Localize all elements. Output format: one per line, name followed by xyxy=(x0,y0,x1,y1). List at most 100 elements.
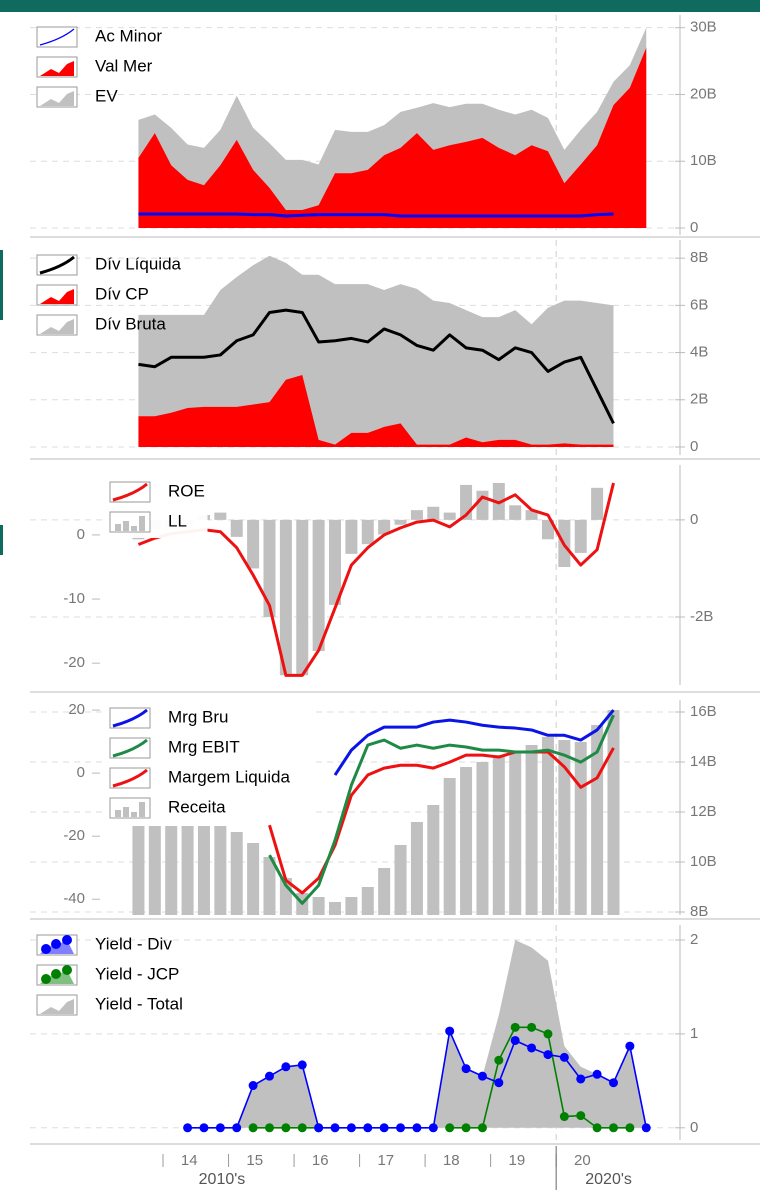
y2-tick-label: 8B xyxy=(690,903,708,920)
bar xyxy=(443,778,456,915)
point xyxy=(363,1123,373,1133)
legend-label: Yield - JCP xyxy=(95,964,179,983)
point xyxy=(445,1026,455,1036)
bar xyxy=(541,519,554,540)
legend-icon xyxy=(62,935,72,945)
y2-tick-label: 10B xyxy=(690,152,717,169)
decade-label: 2020's xyxy=(585,1171,632,1188)
legend-icon xyxy=(131,526,137,531)
legend-label: Dív CP xyxy=(95,284,149,303)
point xyxy=(576,1074,586,1084)
point xyxy=(625,1041,635,1051)
x-tick-label: 18 xyxy=(443,1152,460,1169)
y2-tick-label: 12B xyxy=(690,803,717,820)
point xyxy=(183,1123,193,1133)
point xyxy=(264,1071,274,1081)
area xyxy=(187,940,647,1128)
legend-label: Dív Bruta xyxy=(95,314,166,333)
bar xyxy=(410,510,423,520)
point xyxy=(477,1071,487,1081)
bar xyxy=(296,519,309,676)
line xyxy=(137,482,615,677)
bar xyxy=(378,519,391,535)
bar xyxy=(541,737,554,915)
point xyxy=(543,1050,553,1060)
point xyxy=(461,1064,471,1074)
y-tick-label: -40 xyxy=(63,890,85,907)
bar xyxy=(509,505,522,520)
line xyxy=(138,308,615,425)
side-marker xyxy=(0,525,3,555)
bar xyxy=(165,826,178,915)
x-tick-label: 20 xyxy=(574,1152,591,1169)
legend-icon xyxy=(62,965,72,975)
y2-tick-label: 16B xyxy=(690,703,717,720)
bar xyxy=(443,512,456,520)
legend-icon xyxy=(112,768,148,788)
bar xyxy=(148,826,161,915)
bar xyxy=(591,487,604,520)
legend-icon xyxy=(112,708,148,728)
legend-icon xyxy=(39,28,75,46)
point xyxy=(281,1062,291,1072)
legend-label: Yield - Total xyxy=(95,994,183,1013)
point xyxy=(248,1123,258,1133)
point xyxy=(527,1043,537,1053)
bar xyxy=(230,519,243,537)
y2-tick-label: 10B xyxy=(690,853,717,870)
legend-icon xyxy=(40,61,74,76)
bar xyxy=(214,826,227,915)
line xyxy=(138,212,614,218)
y2-tick-label: 8B xyxy=(690,249,708,266)
bar xyxy=(607,710,620,915)
legend-icon xyxy=(115,524,121,531)
point xyxy=(428,1123,438,1133)
point xyxy=(608,1078,618,1088)
bar xyxy=(476,490,489,520)
header-bar xyxy=(0,0,760,12)
bar xyxy=(197,826,210,915)
panel: 0 10B 20B 30B Ac Minor Val Mer EV xyxy=(30,15,717,236)
bar xyxy=(394,845,407,915)
legend-icon xyxy=(139,802,145,817)
bar xyxy=(214,512,227,520)
bar xyxy=(279,519,292,676)
bar xyxy=(410,822,423,915)
y-tick-label: 20 xyxy=(68,701,85,718)
y-tick-label: 0 xyxy=(77,764,85,781)
bar xyxy=(312,519,325,652)
legend-label: Yield - Div xyxy=(95,934,172,953)
legend-icon xyxy=(139,516,145,531)
area xyxy=(138,255,614,447)
y-tick-label: 0 xyxy=(77,526,85,543)
legend-label: EV xyxy=(95,86,118,105)
legend-icon xyxy=(112,482,148,502)
bar xyxy=(378,868,391,915)
y2-tick-label: 0 xyxy=(690,219,698,236)
area xyxy=(138,47,647,228)
bar xyxy=(345,519,358,554)
bar xyxy=(263,857,276,915)
bar xyxy=(427,805,440,915)
point xyxy=(477,1123,487,1133)
y2-tick-label: 14B xyxy=(690,753,717,770)
x-tick-label: 15 xyxy=(246,1152,263,1169)
point xyxy=(527,1022,537,1032)
point xyxy=(576,1111,586,1121)
point xyxy=(314,1123,324,1133)
y2-tick-label: 4B xyxy=(690,344,708,361)
point xyxy=(445,1123,455,1133)
bar xyxy=(329,902,342,915)
bar xyxy=(492,755,505,915)
panel: 0 2B 4B 6B 8B Dív Líquida Dív CP Dív Bruta xyxy=(30,240,708,455)
y2-tick-label: 0 xyxy=(690,511,698,528)
point xyxy=(264,1123,274,1133)
y2-tick-label: 2B xyxy=(690,391,708,408)
legend-icon-frame xyxy=(36,26,78,48)
bar xyxy=(345,897,358,915)
point xyxy=(494,1055,504,1065)
y-tick-label: -20 xyxy=(63,827,85,844)
bar xyxy=(181,826,194,915)
x-tick-label: 17 xyxy=(377,1152,394,1169)
bar xyxy=(427,506,440,520)
